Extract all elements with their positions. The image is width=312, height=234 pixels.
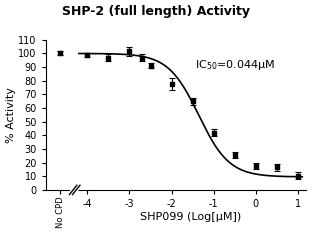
Y-axis label: % Activity: % Activity xyxy=(6,87,16,143)
Text: IC$_{50}$=0.044μM: IC$_{50}$=0.044μM xyxy=(195,58,275,72)
X-axis label: SHP099 (Log[μM]): SHP099 (Log[μM]) xyxy=(140,212,241,222)
Text: SHP-2 (full length) Activity: SHP-2 (full length) Activity xyxy=(62,5,250,18)
